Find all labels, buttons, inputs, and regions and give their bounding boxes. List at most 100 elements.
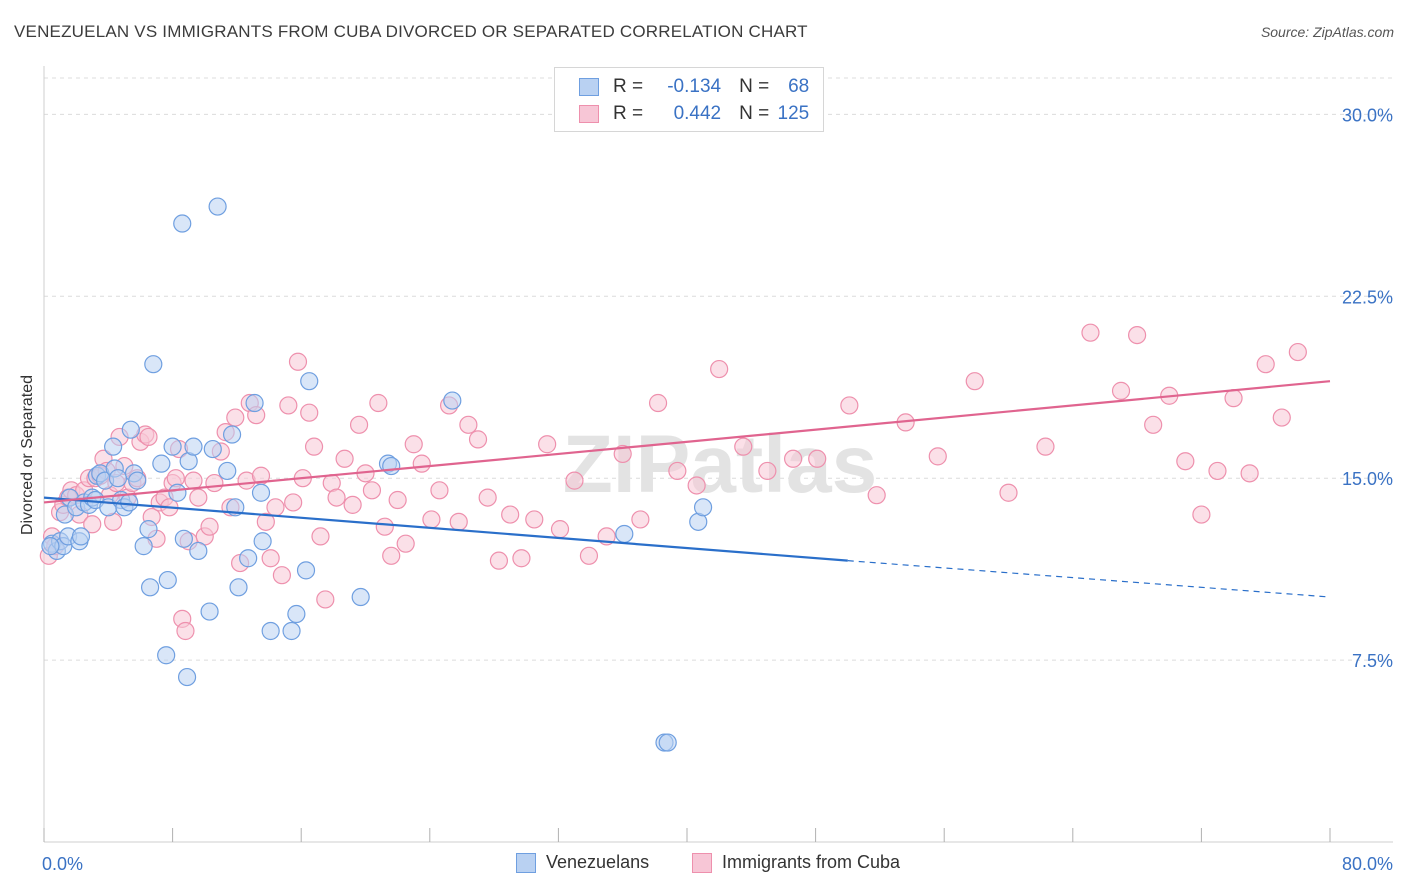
- point-venezuelans: [229, 578, 248, 597]
- point-venezuelans: [104, 437, 123, 456]
- point-cuba: [579, 546, 599, 565]
- point-cuba: [808, 449, 827, 468]
- point-cuba: [613, 444, 632, 464]
- point-cuba: [965, 372, 984, 391]
- point-cuba: [256, 512, 275, 531]
- trend-line-venezuelans-extension: [847, 560, 1331, 598]
- point-venezuelans: [251, 483, 271, 502]
- point-cuba: [468, 430, 488, 449]
- point-cuba: [565, 471, 584, 490]
- point-venezuelans: [218, 461, 237, 481]
- point-cuba: [710, 359, 729, 379]
- point-cuba: [1208, 461, 1227, 481]
- point-cuba: [1256, 355, 1275, 374]
- y-tick-label: 30.0%: [1342, 105, 1393, 125]
- point-cuba: [388, 490, 407, 510]
- y-tick-label: 7.5%: [1352, 651, 1393, 671]
- watermark: ZIPatlas: [563, 419, 877, 510]
- point-cuba: [139, 427, 158, 447]
- trend-line-cuba: [43, 380, 1331, 504]
- point-venezuelans: [296, 561, 316, 580]
- data-points: [39, 197, 1307, 752]
- tick-labels: 7.5% 15.0% 22.5% 30.0% 0.0% 80.0%: [42, 105, 1393, 874]
- point-cuba: [928, 447, 947, 466]
- point-cuba: [272, 566, 292, 585]
- point-cuba: [840, 396, 859, 415]
- n-value-cuba: 125: [777, 103, 810, 124]
- point-cuba: [349, 415, 369, 434]
- point-venezuelans: [693, 498, 713, 517]
- point-cuba: [404, 435, 423, 454]
- legend-item-cuba[interactable]: Immigrants from Cuba: [692, 852, 900, 873]
- point-cuba: [489, 551, 509, 570]
- r-value-cuba: 0.442: [673, 103, 722, 124]
- point-cuba: [758, 461, 777, 481]
- point-venezuelans: [253, 532, 272, 551]
- point-cuba: [412, 454, 431, 473]
- point-venezuelans: [351, 587, 370, 607]
- legend-item-venezuelans[interactable]: Venezuelans: [516, 852, 649, 873]
- x-tick-label-max: 80.0%: [1342, 854, 1393, 874]
- point-cuba: [284, 493, 303, 512]
- point-cuba: [316, 590, 335, 609]
- point-venezuelans: [168, 483, 187, 502]
- point-venezuelans: [184, 437, 203, 456]
- point-cuba: [538, 435, 557, 454]
- point-cuba: [184, 471, 203, 490]
- legend-label-venezuelans: Venezuelans: [546, 852, 650, 872]
- point-cuba: [783, 449, 803, 468]
- y-tick-label: 22.5%: [1342, 287, 1393, 307]
- point-cuba: [226, 408, 245, 427]
- point-venezuelans: [200, 602, 219, 621]
- point-cuba: [1144, 415, 1163, 434]
- point-cuba: [1272, 408, 1291, 427]
- legend-row-cuba: R = 0.442 N = 125: [555, 101, 809, 127]
- point-cuba: [1224, 389, 1243, 408]
- legend-swatch-venezuelans: [516, 852, 536, 873]
- point-cuba: [343, 495, 362, 514]
- point-cuba: [288, 352, 308, 371]
- legend-swatch-venezuelans: [579, 78, 599, 96]
- point-venezuelans: [203, 439, 222, 459]
- trend-lines: [43, 380, 1331, 598]
- point-cuba: [1192, 505, 1211, 524]
- point-cuba: [176, 621, 195, 641]
- point-cuba: [550, 520, 570, 539]
- point-cuba: [478, 488, 497, 507]
- point-venezuelans: [282, 621, 301, 641]
- point-venezuelans: [163, 437, 182, 456]
- point-cuba: [382, 546, 401, 565]
- point-venezuelans: [41, 537, 60, 556]
- r-label: R =: [613, 103, 644, 124]
- y-tick-label: 15.0%: [1342, 469, 1393, 489]
- point-cuba: [999, 483, 1018, 502]
- point-venezuelans: [158, 570, 177, 590]
- x-tick-label-min: 0.0%: [42, 854, 83, 874]
- point-cuba: [311, 527, 330, 546]
- point-cuba: [200, 517, 219, 536]
- point-cuba: [1240, 464, 1259, 483]
- point-venezuelans: [157, 646, 176, 665]
- correlation-legend: R = -0.134 N = 68 R = 0.442 N = 125: [554, 67, 824, 132]
- point-venezuelans: [177, 667, 197, 687]
- point-venezuelans: [382, 456, 401, 476]
- point-venezuelans: [658, 733, 677, 752]
- point-cuba: [1111, 381, 1131, 400]
- point-venezuelans: [144, 355, 163, 374]
- r-value-venezuelans: -0.134: [667, 76, 722, 97]
- point-venezuelans: [208, 197, 227, 216]
- point-venezuelans: [120, 493, 139, 512]
- point-cuba: [375, 517, 394, 536]
- point-venezuelans: [245, 393, 264, 413]
- point-venezuelans: [152, 454, 171, 473]
- point-venezuelans: [139, 520, 158, 539]
- point-cuba: [512, 549, 531, 568]
- chart-title: VENEZUELAN VS IMMIGRANTS FROM CUBA DIVOR…: [14, 22, 808, 41]
- point-venezuelans: [189, 541, 208, 561]
- point-venezuelans: [615, 524, 634, 544]
- point-cuba: [304, 437, 324, 456]
- point-venezuelans: [121, 420, 140, 439]
- point-cuba: [1288, 342, 1307, 362]
- point-venezuelans: [300, 372, 319, 391]
